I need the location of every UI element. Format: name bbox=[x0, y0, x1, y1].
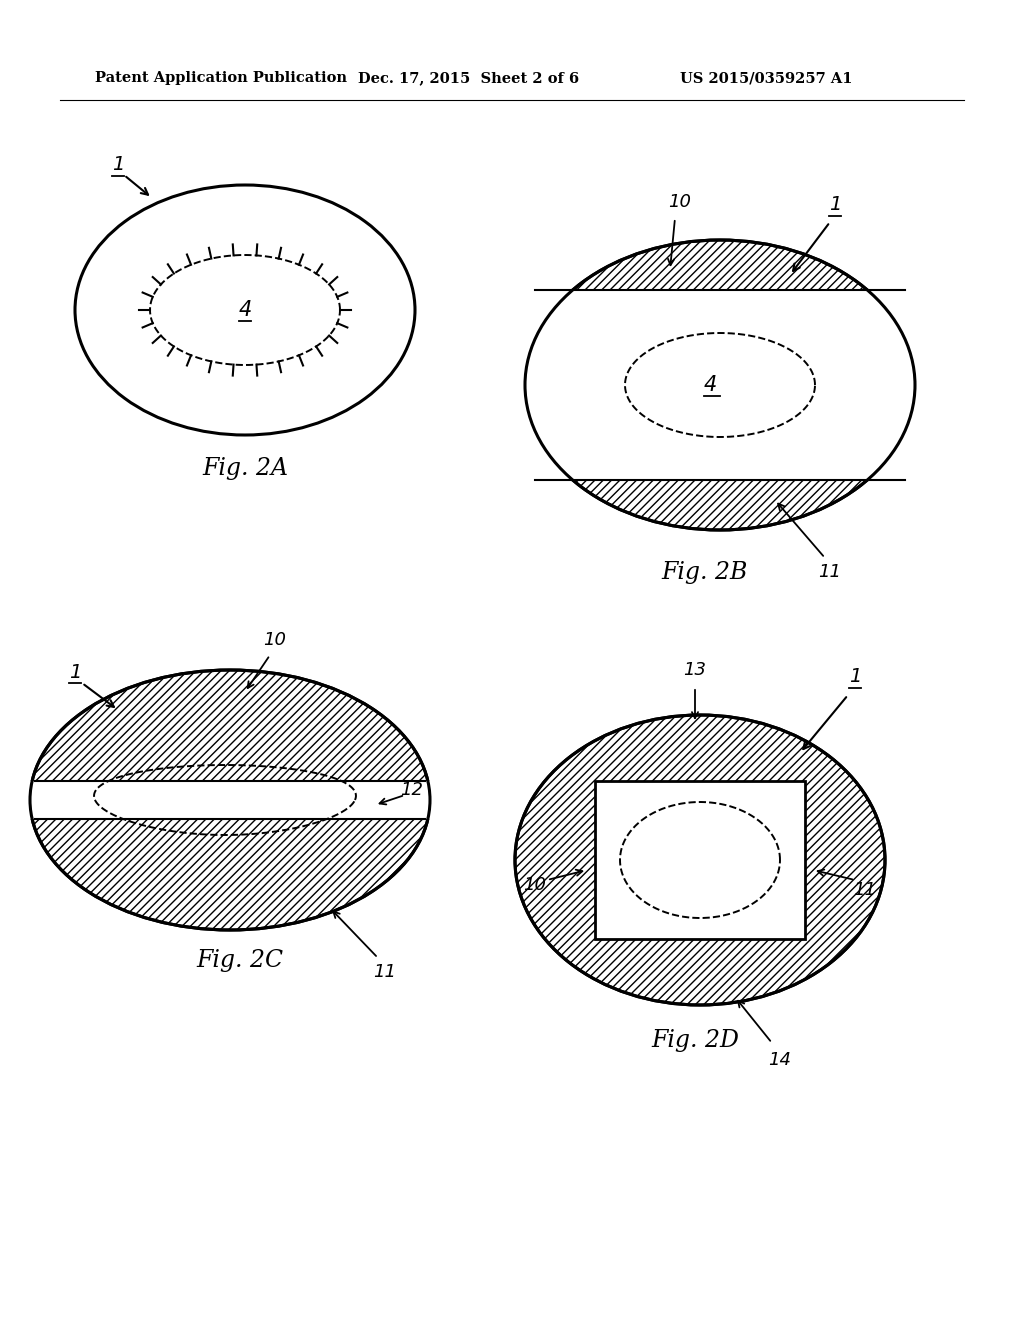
Ellipse shape bbox=[525, 240, 915, 531]
Text: 10: 10 bbox=[523, 876, 547, 894]
Ellipse shape bbox=[30, 671, 430, 931]
Text: 13: 13 bbox=[683, 661, 707, 678]
Bar bbox=[595, 781, 805, 939]
Text: 1: 1 bbox=[828, 195, 841, 214]
Ellipse shape bbox=[515, 715, 885, 1005]
Text: 1: 1 bbox=[69, 663, 81, 681]
Text: Fig. 2A: Fig. 2A bbox=[202, 457, 288, 479]
Text: 4: 4 bbox=[703, 375, 717, 395]
Text: Fig. 2C: Fig. 2C bbox=[197, 949, 284, 972]
Text: 1: 1 bbox=[112, 156, 124, 174]
Text: 1: 1 bbox=[849, 668, 861, 686]
Text: Patent Application Publication: Patent Application Publication bbox=[95, 71, 347, 84]
Text: 10: 10 bbox=[669, 193, 691, 211]
Text: 12: 12 bbox=[400, 781, 424, 799]
Text: 10: 10 bbox=[263, 631, 287, 649]
Text: Fig. 2D: Fig. 2D bbox=[651, 1028, 739, 1052]
Text: US 2015/0359257 A1: US 2015/0359257 A1 bbox=[680, 71, 853, 84]
Text: 11: 11 bbox=[853, 880, 877, 899]
Text: Fig. 2B: Fig. 2B bbox=[662, 561, 749, 583]
Text: 11: 11 bbox=[818, 564, 842, 581]
Bar bbox=[25, 781, 435, 818]
Text: Dec. 17, 2015  Sheet 2 of 6: Dec. 17, 2015 Sheet 2 of 6 bbox=[358, 71, 580, 84]
Bar bbox=[520, 290, 920, 480]
Text: 4: 4 bbox=[239, 300, 252, 319]
Text: 11: 11 bbox=[374, 964, 396, 981]
Text: 14: 14 bbox=[768, 1051, 792, 1069]
Ellipse shape bbox=[525, 240, 915, 531]
